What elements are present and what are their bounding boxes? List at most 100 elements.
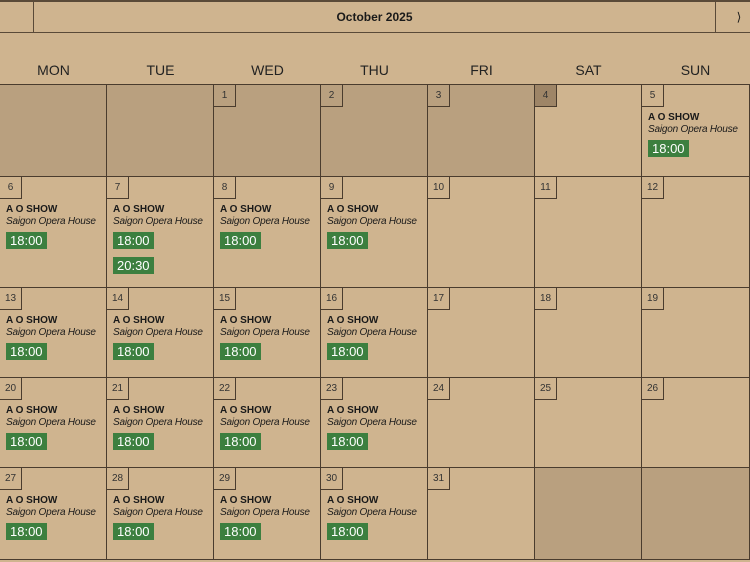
event: A O SHOW Saigon Opera House 18:00 (220, 315, 310, 360)
day-cell[interactable]: 25 (535, 378, 642, 468)
showtime-button[interactable]: 20:30 (113, 257, 154, 274)
showtime-button[interactable]: 18:00 (327, 433, 368, 450)
day-cell[interactable]: 4 (535, 85, 642, 177)
showtime-button[interactable]: 18:00 (648, 140, 689, 157)
day-cell[interactable] (535, 468, 642, 560)
event-venue: Saigon Opera House (220, 216, 310, 227)
event-venue: Saigon Opera House (220, 507, 310, 518)
showtime-button[interactable]: 18:00 (220, 232, 261, 249)
day-cell[interactable] (0, 85, 107, 177)
event-title: A O SHOW (6, 495, 58, 506)
day-number: 19 (642, 288, 664, 310)
event: A O SHOW Saigon Opera House 18:00 (220, 204, 310, 249)
day-cell[interactable]: 15 A O SHOW Saigon Opera House 18:00 (214, 288, 321, 378)
chevron-right-icon[interactable]: ⟩ (736, 10, 742, 24)
event-title: A O SHOW (327, 204, 379, 215)
day-cell[interactable]: 19 (642, 288, 750, 378)
day-cell[interactable]: 10 (428, 177, 535, 288)
event: A O SHOW Saigon Opera House 18:00 (327, 204, 417, 249)
day-cell[interactable]: 24 (428, 378, 535, 468)
showtime-button[interactable]: 18:00 (6, 433, 47, 450)
showtime-button[interactable]: 18:00 (6, 523, 47, 540)
showtime-button[interactable]: 18:00 (327, 232, 368, 249)
day-cell[interactable]: 8 A O SHOW Saigon Opera House 18:00 (214, 177, 321, 288)
event-venue: Saigon Opera House (6, 507, 96, 518)
day-number: 9 (321, 177, 343, 199)
showtime-button[interactable]: 18:00 (113, 232, 154, 249)
day-cell[interactable]: 13 A O SHOW Saigon Opera House 18:00 (0, 288, 107, 378)
event-title: A O SHOW (220, 495, 272, 506)
event-venue: Saigon Opera House (220, 327, 310, 338)
event-title: A O SHOW (113, 204, 165, 215)
day-number: 24 (428, 378, 450, 400)
day-number: 1 (214, 85, 236, 107)
event: A O SHOW Saigon Opera House 18:00 (327, 315, 417, 360)
showtime-button[interactable]: 18:00 (220, 343, 261, 360)
day-cell[interactable]: 29 A O SHOW Saigon Opera House 18:00 (214, 468, 321, 560)
day-number: 3 (428, 85, 450, 107)
day-number: 15 (214, 288, 236, 310)
day-cell[interactable]: 12 (642, 177, 750, 288)
day-cell[interactable]: 26 (642, 378, 750, 468)
event-venue: Saigon Opera House (6, 327, 96, 338)
weekday-tue: TUE (146, 62, 175, 78)
event: A O SHOW Saigon Opera House 18:00 (327, 495, 417, 540)
event-title: A O SHOW (220, 204, 272, 215)
day-cell[interactable]: 20 A O SHOW Saigon Opera House 18:00 (0, 378, 107, 468)
day-cell[interactable]: 1 (214, 85, 321, 177)
showtime-button[interactable]: 18:00 (327, 523, 368, 540)
day-cell[interactable]: 30 A O SHOW Saigon Opera House 18:00 (321, 468, 428, 560)
day-cell[interactable]: 14 A O SHOW Saigon Opera House 18:00 (107, 288, 214, 378)
day-cell[interactable]: 2 (321, 85, 428, 177)
day-cell[interactable]: 28 A O SHOW Saigon Opera House 18:00 (107, 468, 214, 560)
weekday-wed: WED (251, 62, 284, 78)
day-number: 4 (535, 85, 557, 107)
showtime-button[interactable]: 18:00 (327, 343, 368, 360)
day-cell[interactable]: 11 (535, 177, 642, 288)
day-number: 16 (321, 288, 343, 310)
event-title: A O SHOW (113, 495, 165, 506)
event-title: A O SHOW (648, 112, 700, 123)
showtime-button[interactable]: 18:00 (220, 433, 261, 450)
weekday-sun: SUN (680, 62, 711, 78)
showtime-button[interactable]: 18:00 (113, 523, 154, 540)
day-cell[interactable]: 6 A O SHOW Saigon Opera House 18:00 (0, 177, 107, 288)
event-title: A O SHOW (6, 204, 58, 215)
day-cell[interactable]: 21 A O SHOW Saigon Opera House 18:00 (107, 378, 214, 468)
event-venue: Saigon Opera House (113, 417, 203, 428)
event-title: A O SHOW (327, 405, 379, 416)
day-cell[interactable] (642, 468, 750, 560)
showtime-button[interactable]: 18:00 (6, 232, 47, 249)
day-cell[interactable]: 31 (428, 468, 535, 560)
grid-top-border (0, 84, 750, 85)
day-cell[interactable]: 18 (535, 288, 642, 378)
event-venue: Saigon Opera House (6, 216, 96, 227)
showtime-button[interactable]: 18:00 (6, 343, 47, 360)
weekday-mon: MON (37, 62, 70, 78)
day-cell[interactable]: 3 (428, 85, 535, 177)
event-title: A O SHOW (6, 315, 58, 326)
day-number: 11 (535, 177, 557, 199)
showtime-button[interactable]: 18:00 (220, 523, 261, 540)
showtime-button[interactable]: 18:00 (113, 343, 154, 360)
day-cell[interactable]: 5 A O SHOW Saigon Opera House 18:00 (642, 85, 750, 177)
event-title: A O SHOW (113, 315, 165, 326)
day-cell[interactable]: 16 A O SHOW Saigon Opera House 18:00 (321, 288, 428, 378)
day-cell[interactable]: 22 A O SHOW Saigon Opera House 18:00 (214, 378, 321, 468)
showtime-button[interactable]: 18:00 (113, 433, 154, 450)
day-cell[interactable]: 17 (428, 288, 535, 378)
day-cell[interactable]: 7 A O SHOW Saigon Opera House 18:00 20:30 (107, 177, 214, 288)
event: A O SHOW Saigon Opera House 18:00 20:30 (113, 204, 203, 274)
day-cell[interactable]: 9 A O SHOW Saigon Opera House 18:00 (321, 177, 428, 288)
day-cell[interactable]: 23 A O SHOW Saigon Opera House 18:00 (321, 378, 428, 468)
event-venue: Saigon Opera House (648, 124, 738, 135)
day-number: 2 (321, 85, 343, 107)
prev-month-button[interactable] (0, 2, 34, 33)
event-venue: Saigon Opera House (113, 216, 203, 227)
event-title: A O SHOW (220, 315, 272, 326)
day-cell[interactable]: 27 A O SHOW Saigon Opera House 18:00 (0, 468, 107, 560)
event: A O SHOW Saigon Opera House 18:00 (220, 405, 310, 450)
day-cell[interactable] (107, 85, 214, 177)
day-number: 23 (321, 378, 343, 400)
day-number: 8 (214, 177, 236, 199)
